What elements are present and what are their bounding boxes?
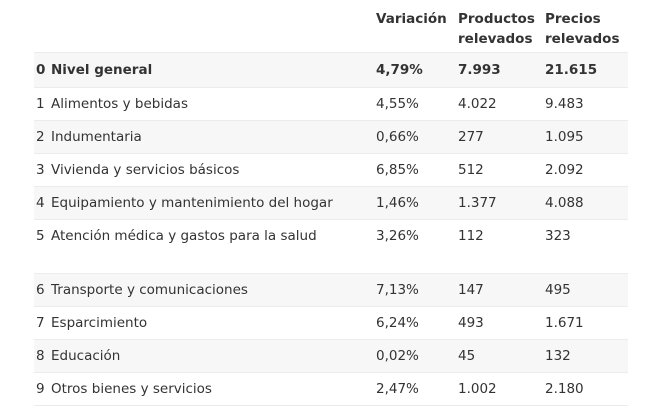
table-header: Variación Productos relevados Precios re… bbox=[34, 0, 628, 52]
table-row: 6 Transporte y comunicaciones 7,13% 147 … bbox=[34, 273, 628, 306]
row-variation: 0,02% bbox=[376, 348, 419, 364]
table-bottom-border bbox=[34, 405, 628, 407]
row-number: 0 bbox=[36, 62, 46, 78]
row-prices: 2.092 bbox=[545, 162, 584, 178]
header-prices: Precios relevados bbox=[545, 11, 620, 47]
row-number: 8 bbox=[36, 348, 45, 364]
row-category: Educación bbox=[51, 348, 121, 364]
header-variation: Variación bbox=[376, 11, 447, 27]
row-category: Atención médica y gastos para la salud bbox=[51, 228, 317, 244]
row-number: 9 bbox=[36, 381, 45, 397]
row-variation: 3,26% bbox=[376, 228, 419, 244]
row-number: 4 bbox=[36, 195, 45, 211]
row-number: 5 bbox=[36, 228, 45, 244]
table-row: 0 Nivel general 4,79% 7.993 21.615 bbox=[34, 52, 628, 87]
table-row: 8 Educación 0,02% 45 132 bbox=[34, 339, 628, 372]
row-category: Transporte y comunicaciones bbox=[51, 282, 248, 298]
row-category: Esparcimiento bbox=[51, 315, 148, 331]
row-prices: 323 bbox=[545, 228, 571, 244]
row-category: Indumentaria bbox=[51, 129, 142, 145]
row-prices: 1.671 bbox=[545, 315, 584, 331]
table-row: 7 Esparcimiento 6,24% 493 1.671 bbox=[34, 306, 628, 339]
row-products: 493 bbox=[458, 315, 484, 331]
row-category: Otros bienes y servicios bbox=[51, 381, 212, 397]
row-number: 3 bbox=[36, 162, 45, 178]
row-prices: 4.088 bbox=[545, 195, 584, 211]
row-variation: 7,13% bbox=[376, 282, 419, 298]
row-prices: 9.483 bbox=[545, 96, 584, 112]
table-row: 5 Atención médica y gastos para la salud… bbox=[34, 219, 628, 273]
row-number: 7 bbox=[36, 315, 45, 331]
row-variation: 4,79% bbox=[376, 62, 423, 78]
row-category: Nivel general bbox=[51, 62, 153, 78]
row-number: 2 bbox=[36, 129, 45, 145]
row-prices: 2.180 bbox=[545, 381, 584, 397]
row-products: 277 bbox=[458, 129, 484, 145]
row-category: Vivienda y servicios básicos bbox=[51, 162, 240, 178]
table-row: 2 Indumentaria 0,66% 277 1.095 bbox=[34, 120, 628, 153]
row-prices: 132 bbox=[545, 348, 571, 364]
row-products: 147 bbox=[458, 282, 484, 298]
table-row: 3 Vivienda y servicios básicos 6,85% 512… bbox=[34, 153, 628, 186]
row-products: 7.993 bbox=[458, 62, 501, 78]
row-prices: 1.095 bbox=[545, 129, 584, 145]
price-table: Variación Productos relevados Precios re… bbox=[34, 0, 628, 407]
row-variation: 0,66% bbox=[376, 129, 419, 145]
row-products: 512 bbox=[458, 162, 484, 178]
row-variation: 6,24% bbox=[376, 315, 419, 331]
table-row: 9 Otros bienes y servicios 2,47% 1.002 2… bbox=[34, 372, 628, 405]
table-row: 1 Alimentos y bebidas 4,55% 4.022 9.483 bbox=[34, 87, 628, 120]
header-products: Productos relevados bbox=[458, 11, 535, 47]
row-variation: 2,47% bbox=[376, 381, 419, 397]
row-prices: 21.615 bbox=[545, 62, 598, 78]
row-variation: 4,55% bbox=[376, 96, 419, 112]
row-number: 1 bbox=[36, 96, 45, 112]
row-variation: 6,85% bbox=[376, 162, 419, 178]
row-prices: 495 bbox=[545, 282, 571, 298]
row-products: 1.377 bbox=[458, 195, 497, 211]
row-products: 1.002 bbox=[458, 381, 497, 397]
row-number: 6 bbox=[36, 282, 45, 298]
row-category: Alimentos y bebidas bbox=[51, 96, 188, 112]
table-row: 4 Equipamiento y mantenimiento del hogar… bbox=[34, 186, 628, 219]
row-category: Equipamiento y mantenimiento del hogar bbox=[51, 195, 333, 211]
row-products: 4.022 bbox=[458, 96, 497, 112]
row-products: 112 bbox=[458, 228, 484, 244]
row-variation: 1,46% bbox=[376, 195, 419, 211]
row-products: 45 bbox=[458, 348, 476, 364]
